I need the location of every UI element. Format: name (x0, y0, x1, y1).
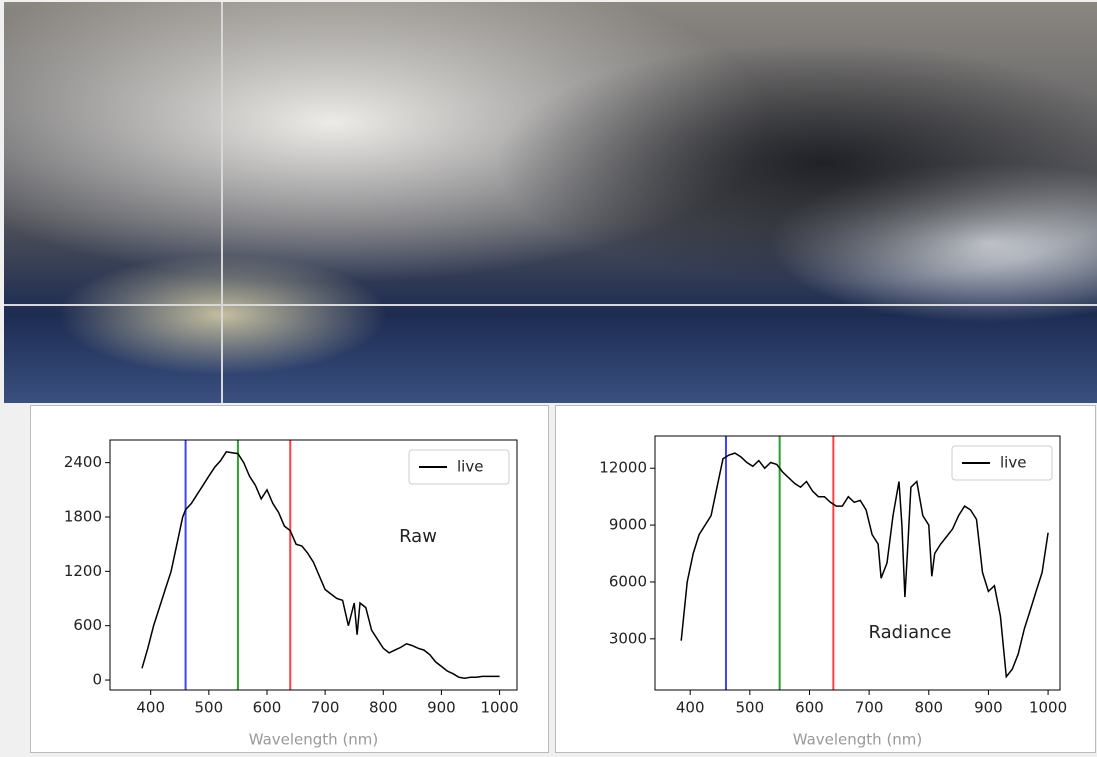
annotation: Radiance (869, 622, 952, 643)
y-tick-label: 12000 (599, 459, 647, 477)
spectrum-line (680, 452, 1049, 679)
y-tick-label: 9000 (609, 516, 647, 534)
legend-label: live (457, 458, 483, 476)
x-tick-label: 400 (676, 699, 705, 717)
x-tick-label: 600 (253, 699, 282, 717)
plot-frame (109, 439, 518, 691)
x-tick-label: 1000 (480, 699, 518, 717)
plot-frame (654, 435, 1061, 691)
legend-box (951, 445, 1053, 481)
x-tick-label: 400 (136, 699, 165, 717)
x-tick-label: 800 (369, 699, 398, 717)
annotation: Raw (399, 526, 437, 547)
y-tick-label: 0 (92, 671, 102, 689)
x-axis-label: Wavelength (nm) (249, 731, 379, 749)
x-tick-label: 700 (855, 699, 884, 717)
x-tick-label: 500 (195, 699, 224, 717)
x-tick-label: 500 (736, 699, 765, 717)
sky-image (4, 2, 1097, 403)
spectrum-line (141, 450, 500, 679)
legend-label: live (1000, 454, 1026, 472)
y-tick-label: 1800 (64, 507, 102, 525)
y-tick-label: 3000 (609, 629, 647, 647)
x-tick-label: 700 (311, 699, 340, 717)
x-tick-label: 800 (914, 699, 943, 717)
y-tick-label: 2400 (64, 453, 102, 471)
x-tick-label: 1000 (1029, 699, 1067, 717)
x-axis-label: Wavelength (nm) (793, 731, 923, 749)
x-tick-label: 900 (974, 699, 1003, 717)
legend-box (408, 449, 510, 485)
y-tick-label: 1200 (64, 562, 102, 580)
y-tick-label: 6000 (609, 572, 647, 590)
x-tick-label: 900 (427, 699, 456, 717)
y-tick-label: 600 (73, 616, 102, 634)
x-tick-label: 600 (795, 699, 824, 717)
